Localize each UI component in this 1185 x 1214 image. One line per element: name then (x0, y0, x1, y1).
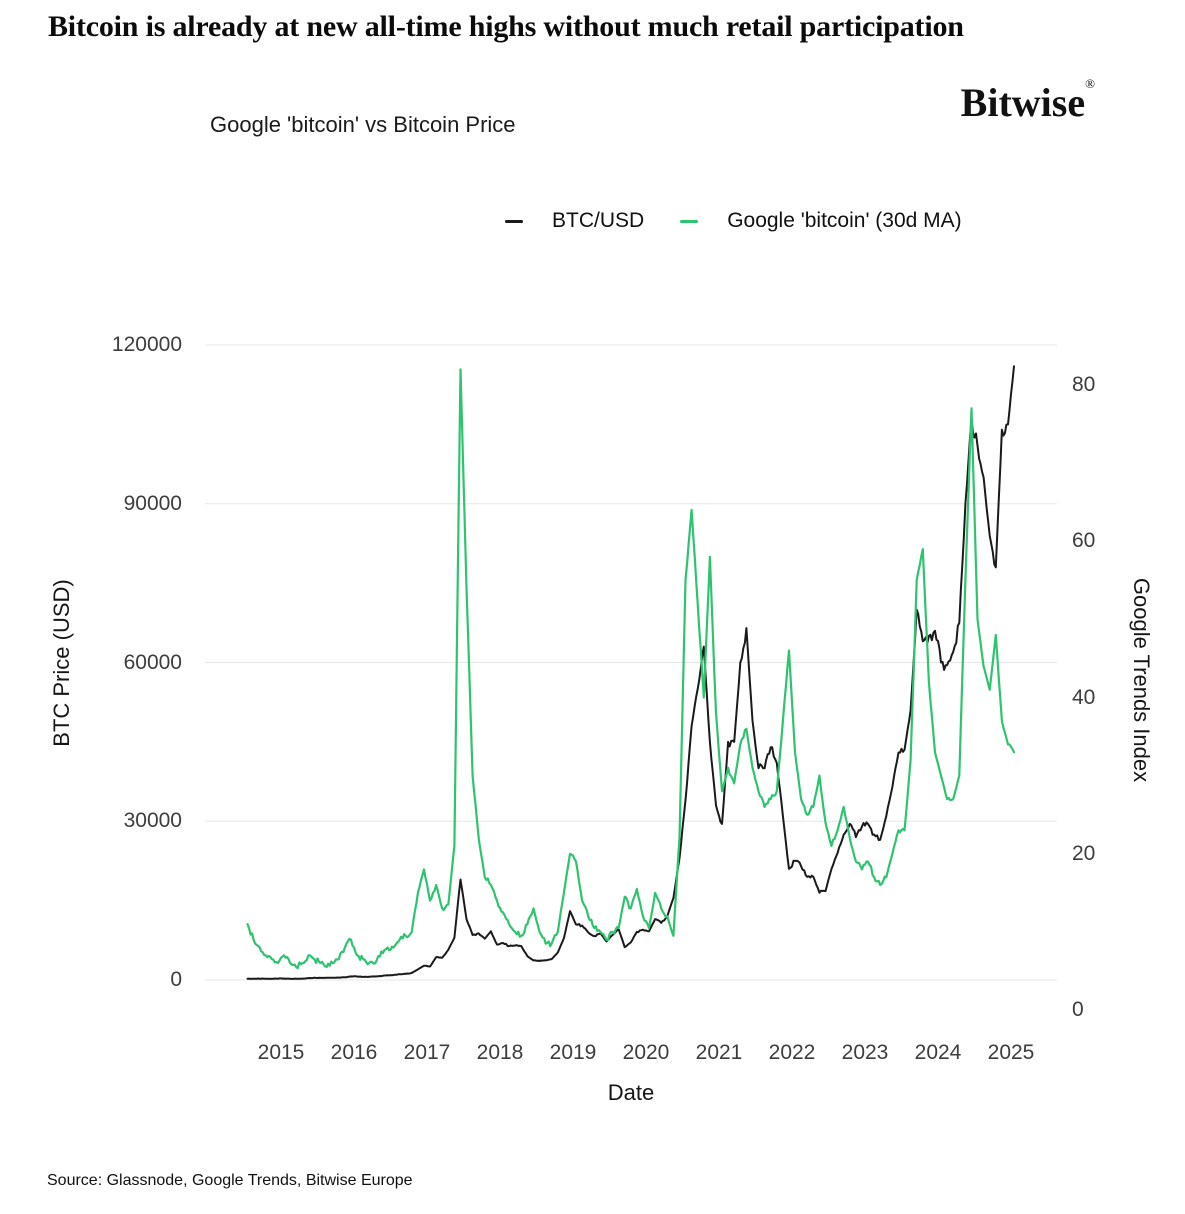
chart-title: Google 'bitcoin' vs Bitcoin Price (210, 112, 516, 137)
y-left-tick-label: 30000 (123, 809, 182, 832)
source-note: Source: Glassnode, Google Trends, Bitwis… (47, 1172, 413, 1189)
x-tick-label: 2020 (622, 1041, 670, 1064)
y-right-tick-label: 80 (1072, 373, 1096, 396)
bitwise-logo: Bitwise® (930, 76, 1095, 126)
y-axis-title-left: BTC Price (USD) (49, 579, 74, 747)
y-right-tick-label: 0 (1072, 998, 1084, 1021)
page-title: Bitcoin is already at new all-time highs… (48, 10, 964, 43)
x-tick-label: 2022 (768, 1041, 816, 1064)
x-tick-label: 2021 (695, 1041, 743, 1064)
y-right-tick-label: 60 (1072, 529, 1096, 552)
y-left-tick-label: 120000 (111, 333, 182, 356)
y-axis-title-right: Google Trends Index (1129, 577, 1154, 783)
x-tick-label: 2016 (330, 1041, 378, 1064)
legend: BTC/USD Google 'bitcoin' (30d MA) (505, 209, 998, 233)
x-tick-label: 2025 (987, 1041, 1035, 1064)
x-tick-label: 2019 (549, 1041, 597, 1064)
x-tick-label: 2018 (476, 1041, 524, 1064)
legend-item-btc: BTC/USD (505, 209, 644, 233)
trends-line-swatch-icon (680, 219, 699, 223)
y-left-tick-label: 0 (170, 968, 182, 991)
x-tick-label: 2015 (257, 1041, 305, 1064)
x-tick-label: 2024 (914, 1041, 962, 1064)
legend-label-btc: BTC/USD (552, 209, 645, 232)
google-trends-line (246, 368, 1016, 970)
btc-price-line (246, 365, 1015, 980)
registered-trademark-icon: ® (1085, 76, 1095, 91)
y-right-tick-label: 40 (1072, 686, 1096, 709)
x-tick-label: 2017 (403, 1041, 451, 1064)
y-left-tick-label: 90000 (123, 492, 182, 515)
legend-item-trends: Google 'bitcoin' (30d MA) (680, 209, 962, 233)
bitwise-logo-text: Bitwise (960, 80, 1086, 125)
y-left-tick-label: 60000 (123, 651, 182, 674)
legend-label-trends: Google 'bitcoin' (30d MA) (727, 209, 962, 232)
x-axis-title: Date (607, 1080, 655, 1105)
btc-line-swatch-icon (505, 219, 523, 223)
x-tick-label: 2023 (841, 1041, 889, 1064)
y-right-tick-label: 20 (1072, 842, 1096, 865)
